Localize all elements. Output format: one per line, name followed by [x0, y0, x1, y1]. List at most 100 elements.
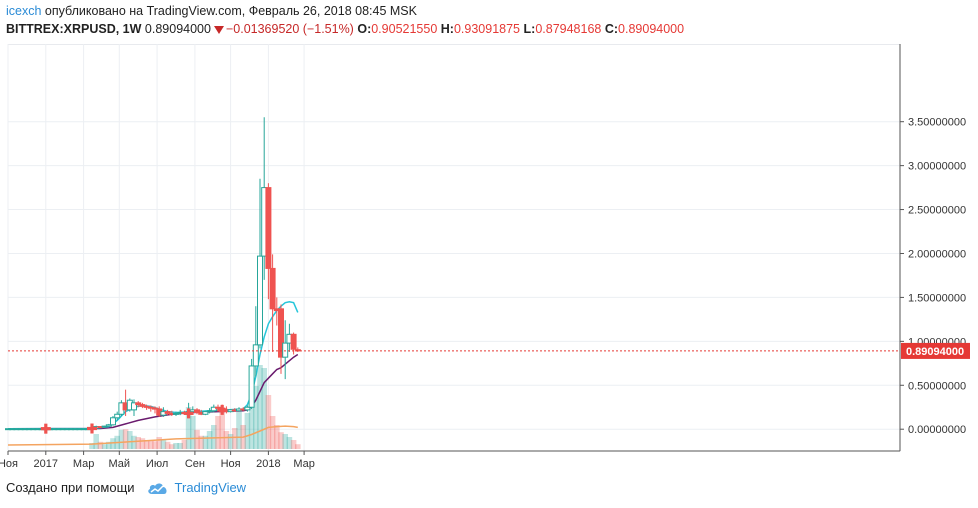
- tradingview-cloud-icon: [147, 483, 167, 494]
- x-tick-label: Ноя: [0, 458, 18, 470]
- candle: [135, 401, 142, 408]
- low-label: L:: [523, 22, 536, 36]
- candle-body: [290, 333, 297, 350]
- ma-slow-line: [7, 425, 298, 446]
- down-arrow-icon: [213, 25, 224, 34]
- candle: [110, 416, 116, 426]
- candle-body: [278, 308, 284, 358]
- volume-bar: [190, 416, 196, 449]
- candle-body: [114, 413, 121, 419]
- high-value: 0.93091875: [453, 22, 521, 36]
- y-tick-label: 2.50000000: [908, 205, 966, 217]
- volume-bar: [278, 432, 284, 449]
- candle-body: [248, 365, 255, 408]
- volume-bar: [244, 413, 251, 449]
- volume-bar: [89, 443, 95, 449]
- volume-bar: [215, 416, 221, 449]
- candle-body: [257, 255, 263, 346]
- candle: [210, 404, 217, 413]
- volume-bar: [110, 438, 116, 449]
- signal-markers: [40, 404, 228, 434]
- volume-bar: [223, 431, 230, 449]
- publish-line: icexch опубликовано на TradingView.com, …: [6, 2, 684, 20]
- volume-bar: [236, 410, 242, 449]
- high-label: H:: [440, 22, 454, 36]
- price-label-bg: [901, 342, 970, 359]
- volume-bar: [202, 435, 209, 449]
- cross-marker-icon: [183, 408, 194, 419]
- footer: Создано при помощи TradingView: [6, 479, 246, 497]
- candle: [164, 409, 171, 416]
- volume-bar: [101, 444, 108, 449]
- x-tick-label: 2017: [34, 458, 58, 470]
- volume-bar: [219, 410, 225, 449]
- volume-bar: [93, 434, 99, 449]
- cross-marker-icon: [87, 423, 97, 434]
- candle-body: [244, 406, 251, 411]
- volume-bar: [274, 425, 280, 449]
- volume-bar: [257, 365, 263, 449]
- x-tick-label: Ноя: [221, 458, 241, 470]
- candle: [105, 423, 112, 427]
- volume-bar: [160, 440, 167, 449]
- price-change: −0.01369520 (−1.51%): [225, 22, 354, 36]
- volume-bar: [139, 438, 146, 449]
- candle: [269, 254, 276, 352]
- volume-bar: [97, 441, 104, 449]
- last-price: 0.89094000: [144, 22, 211, 36]
- candle: [282, 320, 289, 380]
- x-tick-label: 2018: [256, 458, 280, 470]
- y-tick-label: 3.50000000: [908, 117, 966, 129]
- volume-bar: [185, 407, 192, 449]
- volume-bar: [135, 437, 141, 449]
- candle-body: [105, 424, 112, 427]
- candle-body: [131, 402, 137, 411]
- volume-bar: [269, 416, 276, 449]
- candle: [248, 358, 255, 409]
- volume-bar: [282, 434, 288, 449]
- candle: [202, 410, 209, 416]
- candle-body: [252, 344, 259, 367]
- candle-body: [282, 342, 289, 358]
- volume-bar: [206, 431, 213, 449]
- candle-body: [110, 417, 116, 426]
- chart-header: icexch опубликовано на TradingView.com, …: [6, 2, 684, 38]
- candle: [244, 405, 251, 412]
- volume-bar: [127, 431, 133, 449]
- volume-bar: [232, 428, 238, 449]
- close-value: 0.89094000: [618, 22, 685, 36]
- candle-body: [164, 411, 171, 414]
- low-value: 0.87948168: [535, 22, 602, 36]
- price-label-badge: 0.89094000: [901, 342, 970, 359]
- x-tick-label: Мар: [73, 458, 95, 470]
- open-value: 0.90521550: [371, 22, 438, 36]
- x-tick-label: Мар: [293, 458, 315, 470]
- y-tick-label: 1.50000000: [908, 292, 966, 304]
- grid: [7, 44, 900, 451]
- cross-marker-icon: [217, 404, 228, 415]
- plot-area: [7, 44, 901, 452]
- volume-bar: [156, 437, 162, 449]
- volume-bar: [173, 443, 179, 449]
- author-link[interactable]: icexch: [6, 4, 42, 18]
- x-tick-label: Июл: [146, 458, 168, 470]
- volume-bars: [89, 365, 301, 449]
- candle-body: [265, 187, 272, 269]
- candle: [257, 178, 263, 349]
- volume-bar: [131, 435, 137, 449]
- published-text: опубликовано на TradingView.com, Февраль…: [44, 4, 417, 18]
- symbol: BITTREX:XRPUSD, 1W: [6, 22, 142, 36]
- tradingview-link[interactable]: TradingView: [174, 480, 247, 495]
- candles: [5, 117, 301, 431]
- candle: [101, 425, 108, 428]
- volume-bar: [177, 443, 183, 449]
- volume-bar: [286, 437, 293, 449]
- cross-marker-icon: [40, 423, 51, 434]
- close-label: C:: [604, 22, 619, 36]
- y-tick-label: 0.50000000: [908, 380, 966, 392]
- candle-body: [269, 267, 276, 310]
- volume-bar: [248, 389, 255, 449]
- created-with-text: Создано при помощи: [6, 480, 135, 495]
- candle-body: [135, 402, 142, 406]
- price-chart[interactable]: 3.50000000 3.00000000 2.50000000 2.00000000…: [0, 44, 978, 474]
